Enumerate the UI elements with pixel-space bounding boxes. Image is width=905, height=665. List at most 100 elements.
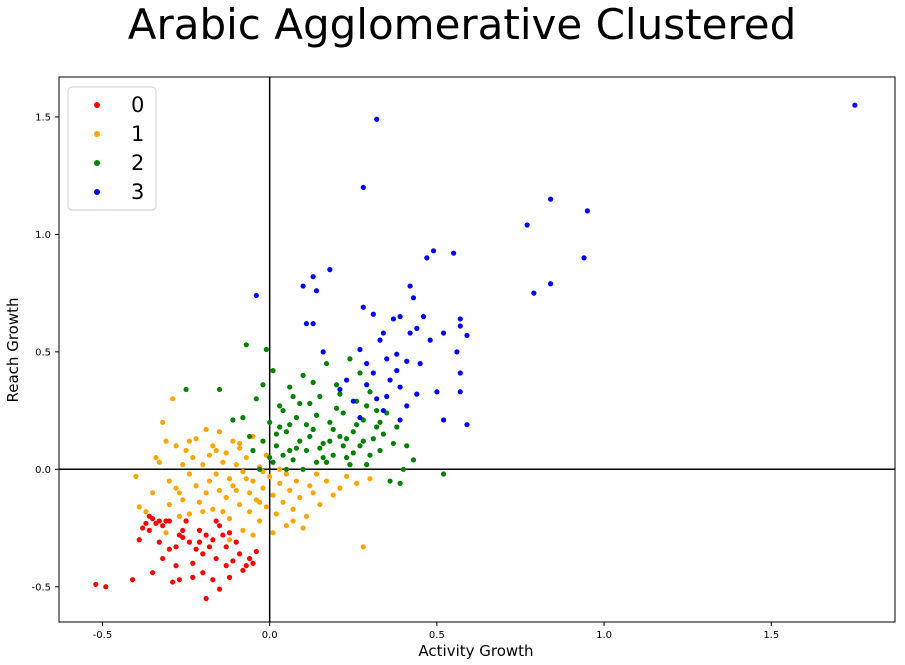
data-point — [343, 454, 350, 461]
data-point — [387, 478, 393, 484]
data-point — [223, 494, 229, 501]
data-point — [440, 417, 447, 423]
x-axis-ticks: -0.5 0.0 0.5 1.0 1.5 — [93, 622, 779, 641]
data-point — [330, 452, 336, 458]
data-point — [163, 438, 169, 444]
data-point — [394, 368, 400, 374]
data-point — [230, 438, 236, 444]
data-point — [203, 595, 209, 602]
data-point — [320, 440, 326, 447]
data-point — [450, 250, 457, 256]
data-point — [283, 523, 289, 529]
data-point — [277, 424, 283, 430]
data-point — [293, 445, 300, 451]
data-point — [200, 462, 206, 468]
data-point — [357, 346, 363, 353]
data-point — [176, 577, 182, 583]
data-point — [247, 508, 253, 515]
data-point — [283, 466, 289, 472]
data-point — [354, 480, 360, 487]
legend-frame — [67, 86, 157, 211]
data-point — [203, 426, 209, 432]
data-point — [210, 537, 216, 543]
data-point — [283, 429, 289, 435]
data-point — [370, 436, 376, 442]
data-point — [547, 281, 554, 287]
data-point — [203, 532, 209, 538]
data-point — [410, 295, 417, 301]
data-point — [146, 527, 152, 533]
data-point — [257, 518, 263, 524]
data-point — [250, 478, 256, 484]
data-point — [213, 471, 219, 477]
data-point — [390, 440, 396, 447]
y-tick-label: 1.5 — [35, 112, 51, 123]
data-point — [290, 506, 296, 512]
data-point — [250, 560, 256, 566]
data-point — [216, 386, 223, 393]
data-point — [380, 407, 386, 414]
data-point — [310, 426, 316, 432]
data-point — [364, 462, 370, 468]
data-point — [374, 396, 380, 402]
data-point — [340, 410, 346, 416]
x-tick-label: 0.0 — [262, 630, 278, 641]
data-point — [257, 499, 263, 505]
data-point — [317, 393, 323, 400]
data-point — [327, 267, 333, 273]
data-point — [226, 574, 233, 580]
data-point — [243, 563, 249, 569]
data-point — [220, 508, 226, 515]
data-point — [153, 454, 159, 461]
data-point — [440, 330, 447, 336]
data-point — [236, 445, 243, 451]
data-point — [133, 473, 139, 479]
data-point — [320, 454, 326, 461]
data-point — [343, 473, 350, 479]
data-point — [397, 480, 403, 487]
data-point — [387, 377, 393, 383]
data-point — [226, 516, 233, 522]
data-point — [327, 438, 333, 444]
data-point — [287, 447, 293, 454]
data-point — [180, 462, 186, 468]
data-point — [384, 356, 390, 362]
data-point — [374, 116, 380, 122]
data-point — [300, 525, 306, 531]
data-point — [313, 459, 320, 465]
data-point — [307, 483, 313, 489]
data-point — [430, 248, 437, 254]
data-point — [176, 513, 182, 519]
data-point — [223, 563, 229, 569]
data-point — [531, 290, 537, 296]
data-point — [253, 396, 259, 402]
data-point — [377, 337, 383, 343]
legend-marker-1 — [94, 131, 100, 137]
data-point — [297, 438, 303, 444]
data-point — [367, 452, 373, 458]
data-point — [156, 518, 162, 524]
data-point — [213, 555, 219, 562]
data-point — [407, 330, 413, 336]
data-point — [136, 537, 142, 543]
data-point — [584, 208, 590, 214]
data-point — [397, 417, 403, 423]
data-point — [140, 525, 146, 531]
legend-label-3: 3 — [131, 180, 144, 204]
data-point — [206, 544, 213, 550]
data-point — [247, 555, 253, 562]
data-point — [360, 544, 366, 550]
data-point — [180, 527, 186, 533]
data-point — [293, 478, 300, 484]
data-point — [213, 518, 219, 524]
data-point — [410, 457, 417, 463]
data-point — [226, 537, 233, 543]
data-point — [247, 490, 253, 496]
data-point — [277, 403, 283, 409]
legend-marker-0 — [94, 102, 100, 108]
data-point — [280, 452, 286, 458]
data-point — [146, 513, 152, 519]
data-point — [210, 577, 216, 583]
x-axis-label: Activity Growth — [418, 642, 533, 660]
data-point — [173, 443, 179, 449]
